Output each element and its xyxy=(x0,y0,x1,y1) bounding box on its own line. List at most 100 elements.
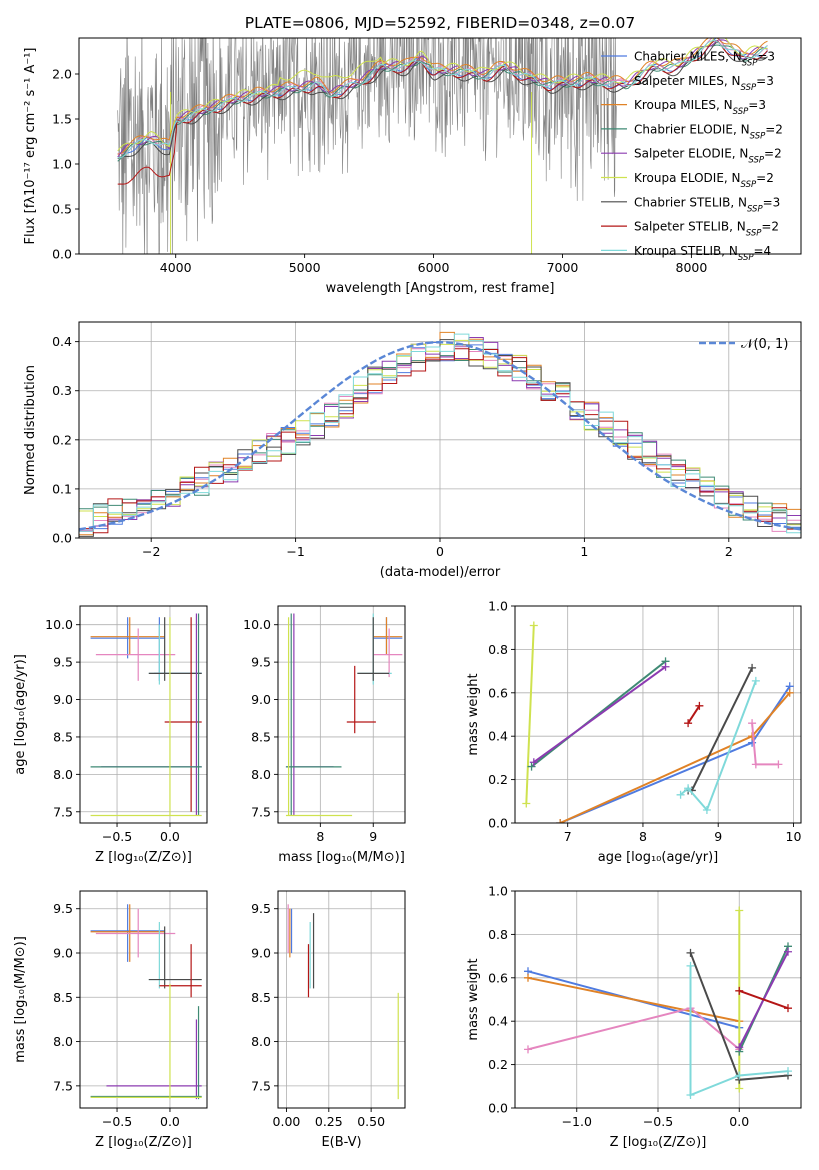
series-line xyxy=(689,965,789,1097)
series-kroupa-miles xyxy=(556,688,794,823)
axes-frame xyxy=(277,890,406,1109)
point-marker xyxy=(748,719,757,728)
series-line xyxy=(525,625,535,804)
y-tick-label: 9.5 xyxy=(53,655,73,670)
point-marker xyxy=(774,760,783,769)
y-tick-label: 0.4 xyxy=(52,334,72,349)
legend-label: Salpeter STELIB, NSSP=2 xyxy=(634,220,779,239)
y-tick-label: 9.5 xyxy=(251,655,271,670)
point-marker xyxy=(686,1090,695,1099)
y-tick-label: 10.0 xyxy=(45,617,73,632)
plot-area xyxy=(522,621,794,823)
legend-entry-kroupa-stelib: Kroupa STELIB, NSSP=4 xyxy=(601,244,771,263)
plot-area xyxy=(285,613,403,817)
x-tick-label: 0.50 xyxy=(357,1114,385,1129)
errorbar-salpeter-elodie xyxy=(285,613,334,816)
point-marker xyxy=(735,1084,744,1093)
errorbar-salpeter-miles xyxy=(95,628,176,681)
point-marker xyxy=(748,663,757,672)
legend-entry-chabrier-miles: Chabrier MILES, NSSP=3 xyxy=(601,50,775,69)
x-tick-label: 1 xyxy=(580,544,588,559)
errorbar-chabrier-miles xyxy=(373,617,403,655)
x-tick-label: 0 xyxy=(436,544,444,559)
panel-mass-weight-vs-Z: −1.0 −0.5 0.0 0.0 0.2 0.4 0.6 0.8 1.0 Z [log₁₀(Z/… xyxy=(466,884,802,1150)
panel-age-vs-mass: 8 9 7.5 8.0 8.5 9.0 9.5 10.0 mass [log₁₀(M/M⊙)] xyxy=(243,605,406,865)
x-tick-label: 9 xyxy=(369,829,377,844)
plot-area xyxy=(524,906,792,1099)
y-tick-label: 9.0 xyxy=(53,946,73,961)
legend-label: 𝒩(0, 1) xyxy=(741,337,788,352)
legend-entry-salpeter-stelib: Salpeter STELIB, NSSP=2 xyxy=(601,220,779,239)
plot-area xyxy=(287,904,399,1100)
series-salpeter-stelib xyxy=(735,986,792,1013)
series-line xyxy=(533,665,667,764)
y-tick-label: 9.0 xyxy=(251,692,271,707)
series-line xyxy=(530,660,667,768)
errorbar-kroupa-elodie xyxy=(90,984,202,1100)
y-tick-label: 0.6 xyxy=(488,685,508,700)
y-tick-label: 0.4 xyxy=(488,1014,508,1029)
y-tick-label: 7.5 xyxy=(53,804,73,819)
normal-curve xyxy=(79,340,801,531)
point-marker xyxy=(784,1067,792,1076)
plot-area xyxy=(79,331,801,537)
y-axis-label: mass [log₁₀(M/M⊙)] xyxy=(13,936,28,1063)
legend-label: Chabrier STELIB, NSSP=3 xyxy=(634,195,780,214)
x-axis-label: age [log₁₀(age/yr)] xyxy=(598,850,719,865)
x-tick-label: 5000 xyxy=(289,260,321,275)
errorbar-chabrier-stelib xyxy=(148,926,202,989)
x-tick-label: 8000 xyxy=(676,260,708,275)
panel-residuals: −2 −1 0 1 2 0.0 0.1 0.2 0.3 0.4 (data-model)/error… xyxy=(23,321,802,580)
point-marker xyxy=(785,688,794,697)
x-tick-label: 7000 xyxy=(547,260,579,275)
x-tick-label: −1.0 xyxy=(562,1114,592,1129)
model-curve-kroupa-stelib xyxy=(117,40,768,159)
y-tick-label: 9.0 xyxy=(251,946,271,961)
series-line xyxy=(738,989,789,1010)
series-kroupa-elodie xyxy=(735,906,744,1093)
y-tick-label: 0.3 xyxy=(52,383,72,398)
data-spectrum xyxy=(117,38,617,254)
x-tick-label: −0.5 xyxy=(102,1114,132,1129)
point-marker xyxy=(735,1071,744,1080)
errorbar-chabrier-miles xyxy=(154,617,202,681)
legend-entry-kroupa-miles: Kroupa MILES, NSSP=3 xyxy=(601,98,766,117)
series-salpeter-elodie xyxy=(529,662,670,767)
y-tick-label: 0.0 xyxy=(488,1101,508,1116)
errorbar-kroupa-elodie xyxy=(90,617,202,817)
errorbar-salpeter-miles xyxy=(95,908,176,958)
x-tick-label: −0.5 xyxy=(643,1114,673,1129)
y-tick-label: 1.5 xyxy=(52,112,72,127)
panel-mass-vs-Z: −0.5 0.0 7.5 8.0 8.5 9.0 9.5 Z [log₁₀(Z/Z⊙)] mas… xyxy=(13,890,208,1150)
series-salpeter-miles xyxy=(524,1004,744,1054)
errorbar-chabrier-miles xyxy=(90,617,165,659)
x-axis-label: (data-model)/error xyxy=(380,565,501,580)
y-tick-label: 1.0 xyxy=(488,599,508,614)
y-tick-label: 0.0 xyxy=(52,247,72,262)
point-marker xyxy=(686,961,695,970)
errorbar-chabrier-elodie xyxy=(90,1006,202,1100)
series-kroupa-stelib xyxy=(676,676,760,814)
y-tick-label: 8.5 xyxy=(53,729,73,744)
y-tick-label: 10.0 xyxy=(243,617,271,632)
x-tick-label: 4000 xyxy=(160,260,192,275)
point-marker xyxy=(735,986,744,995)
series-kroupa-miles xyxy=(524,973,744,1026)
axes-frame xyxy=(79,605,208,824)
point-marker xyxy=(527,762,536,771)
series-salpeter-stelib xyxy=(684,701,704,728)
x-axis-label: E(B-V) xyxy=(321,1135,361,1150)
axes-frame xyxy=(79,890,208,1109)
legend-label: Chabrier ELODIE, NSSP=2 xyxy=(634,122,783,141)
y-tick-label: 0.8 xyxy=(488,927,508,942)
x-tick-label: 0.0 xyxy=(729,1114,749,1129)
y-tick-label: 0.6 xyxy=(488,970,508,985)
y-tick-label: 1.0 xyxy=(52,157,72,172)
legend-label: Kroupa MILES, NSSP=3 xyxy=(634,98,766,117)
point-marker xyxy=(735,906,744,915)
y-tick-label: 8.0 xyxy=(251,767,271,782)
y-tick-label: 0.0 xyxy=(52,531,72,546)
errorbar-chabrier-stelib xyxy=(148,617,202,681)
legend: 𝒩(0, 1) xyxy=(699,337,788,352)
